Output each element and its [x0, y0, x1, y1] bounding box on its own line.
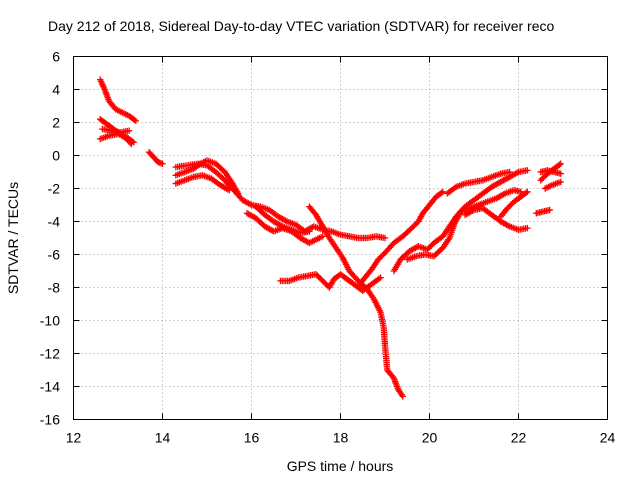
- x-tick-label: 18: [333, 430, 349, 446]
- series-track-4: [99, 125, 133, 136]
- y-tick-labels: -16 -14 -12 -10 -8 -6 -4 -2 0 2 4 6: [40, 49, 60, 428]
- data-point: [277, 222, 285, 229]
- data-point: [129, 138, 136, 145]
- data-point: [306, 228, 313, 235]
- y-tick-label: 6: [52, 49, 60, 65]
- data-point: [130, 139, 137, 146]
- data-point: [282, 217, 289, 224]
- series-track-21: [542, 178, 564, 192]
- x-tick-label: 22: [511, 430, 527, 446]
- y-tick-label: -8: [48, 280, 61, 296]
- data-point: [524, 224, 531, 232]
- x-tick-label: 20: [422, 430, 438, 446]
- data-point: [234, 190, 242, 197]
- y-tick-label: -16: [40, 412, 60, 428]
- x-tick-label: 12: [66, 430, 82, 446]
- chart-title: Day 212 of 2018, Sidereal Day-to-day VTE…: [48, 18, 554, 34]
- data-point: [377, 274, 384, 281]
- x-axis-title: GPS time / hours: [287, 458, 394, 474]
- y-tick-label: 0: [52, 148, 60, 164]
- data-points: [97, 76, 564, 400]
- data-point: [524, 167, 531, 174]
- data-point: [131, 116, 138, 124]
- data-point: [556, 161, 563, 168]
- data-point: [500, 191, 507, 198]
- series-track-12: [277, 271, 384, 294]
- data-point: [381, 234, 389, 242]
- x-tick-label: 24: [600, 430, 616, 446]
- series-track-22: [533, 206, 553, 217]
- data-point: [132, 117, 139, 125]
- grid: [73, 56, 608, 420]
- data-point: [159, 160, 166, 167]
- data-point: [125, 127, 133, 134]
- series-track-11: [306, 203, 406, 400]
- data-point: [399, 393, 406, 400]
- series-track-7: [172, 157, 242, 197]
- series-track-8: [172, 172, 233, 194]
- data-point: [513, 169, 521, 177]
- data-point: [524, 188, 531, 195]
- data-point: [557, 170, 564, 177]
- series-track-13: [355, 188, 447, 290]
- series-track-20: [537, 167, 564, 177]
- x-tick-label: 14: [155, 430, 171, 446]
- data-point: [451, 184, 458, 192]
- series-track-10: [252, 203, 313, 237]
- y-tick-label: 2: [52, 115, 60, 131]
- x-tick-label: 16: [244, 430, 260, 446]
- series-track-15: [404, 186, 524, 263]
- data-point: [469, 207, 476, 214]
- data-point: [506, 168, 513, 176]
- series-track-16: [461, 205, 531, 233]
- x-tick-labels: 12 14 16 18 20 22 24: [66, 430, 616, 446]
- data-point: [557, 160, 564, 167]
- y-tick-label: 4: [52, 82, 60, 98]
- plot-frame: [73, 56, 608, 420]
- y-tick-label: -6: [48, 247, 61, 263]
- data-point: [375, 275, 383, 282]
- data-point: [439, 188, 447, 195]
- y-tick-label: -10: [40, 313, 60, 329]
- series-track-18: [444, 168, 513, 197]
- data-point: [546, 206, 553, 214]
- y-tick-label: -12: [40, 346, 60, 362]
- data-point: [438, 189, 445, 196]
- y-axis-title: SDTVAR / TECUs: [5, 182, 21, 294]
- series-track-17: [497, 188, 531, 220]
- data-point: [226, 186, 233, 194]
- y-tick-label: -2: [48, 181, 61, 197]
- data-point: [522, 189, 530, 196]
- data-point: [319, 233, 326, 240]
- data-point: [504, 222, 512, 229]
- series-track-1: [97, 76, 139, 125]
- series-track-5: [145, 149, 166, 167]
- data-point: [246, 200, 254, 208]
- y-tick-label: -4: [48, 214, 61, 230]
- series-track-6: [172, 160, 389, 242]
- data-point: [224, 186, 231, 193]
- data-point: [557, 178, 564, 186]
- y-tick-label: -14: [40, 379, 60, 395]
